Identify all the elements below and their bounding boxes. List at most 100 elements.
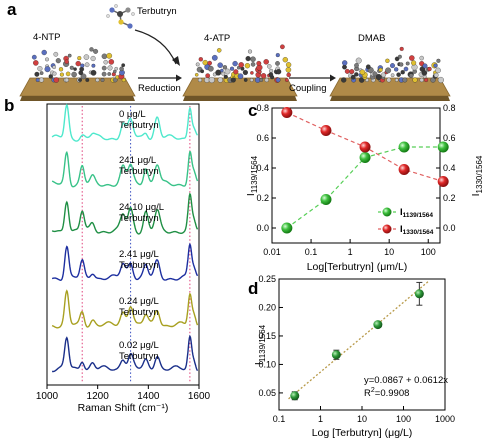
atom bbox=[342, 64, 347, 70]
atom bbox=[421, 70, 428, 76]
series-lines bbox=[286, 111, 444, 229]
atom bbox=[45, 57, 49, 62]
atom bbox=[412, 77, 418, 83]
spectrum-line bbox=[51, 242, 199, 282]
atom bbox=[33, 60, 39, 66]
linear-fit bbox=[288, 280, 429, 400]
atom bbox=[286, 72, 291, 78]
atom bbox=[107, 72, 112, 76]
atom bbox=[396, 72, 401, 77]
atom bbox=[230, 77, 236, 83]
x-tick-label: 1200 bbox=[87, 391, 110, 402]
atom bbox=[264, 77, 269, 83]
atom bbox=[100, 78, 105, 82]
atom bbox=[263, 59, 269, 65]
atom bbox=[80, 63, 85, 68]
substrate-dmab-edge bbox=[330, 96, 450, 101]
atom bbox=[269, 68, 274, 73]
atom bbox=[119, 66, 124, 72]
data-point-series-2 bbox=[281, 107, 293, 118]
atom bbox=[101, 65, 107, 71]
spectra bbox=[51, 103, 199, 373]
x-tick-label: 0.1 bbox=[273, 414, 286, 424]
data-point-series-1 bbox=[437, 141, 449, 153]
atom bbox=[433, 63, 438, 68]
atom bbox=[55, 58, 61, 64]
atom bbox=[75, 60, 81, 67]
atom bbox=[84, 62, 90, 68]
atom bbox=[224, 68, 231, 75]
data-point-series-1 bbox=[359, 152, 371, 163]
atom bbox=[114, 66, 118, 71]
atom bbox=[349, 69, 355, 75]
terbutryn-label: Terbutryn bbox=[137, 6, 177, 17]
atom bbox=[378, 67, 383, 72]
fit-equation: y=0.0867 + 0.0612x bbox=[364, 375, 448, 386]
spectrum-label: 241 μg/L bbox=[119, 155, 156, 166]
atom bbox=[223, 74, 228, 79]
atom bbox=[58, 67, 64, 72]
panel-c-y-right-label: I1330/1564 bbox=[470, 155, 484, 196]
panel-d-y-label: I1139/1564 bbox=[253, 324, 267, 365]
atom bbox=[244, 63, 251, 69]
atom bbox=[267, 64, 272, 69]
atom bbox=[259, 78, 264, 82]
atom bbox=[394, 78, 399, 82]
atom bbox=[232, 60, 238, 67]
coupling-label: Coupling bbox=[289, 83, 327, 94]
fit-r-squared: R2=0.9908 bbox=[364, 387, 409, 399]
label-4atp: 4-ATP bbox=[204, 33, 230, 44]
atom bbox=[403, 66, 409, 72]
atom bbox=[372, 71, 378, 77]
atom bbox=[93, 48, 99, 54]
data-point bbox=[290, 391, 300, 401]
x-tick-label: 1000 bbox=[435, 414, 455, 424]
atom bbox=[400, 70, 405, 75]
panel-d: d 0.1 1 10 100 1000 0.05 0.10 0.15 0.20 0.25 y=0.… bbox=[248, 274, 455, 439]
atom bbox=[341, 77, 347, 83]
atom bbox=[390, 63, 395, 69]
reagent-arrowhead bbox=[172, 56, 180, 66]
legend-red-marker bbox=[382, 224, 392, 234]
panel-a-label: a bbox=[7, 0, 17, 19]
atom bbox=[354, 63, 359, 68]
atom bbox=[112, 77, 118, 83]
atom bbox=[211, 54, 218, 61]
y-left-tick-label: 0.6 bbox=[256, 133, 269, 143]
spectrum-label: 0.24 μg/L bbox=[119, 296, 159, 307]
x-axis-label: Raman Shift (cm⁻¹) bbox=[78, 402, 169, 414]
panel-d-x-label: Log [Terbutryn] (μg/L) bbox=[312, 427, 413, 439]
molecules-4atp bbox=[194, 44, 292, 84]
atom bbox=[394, 67, 399, 72]
atom bbox=[354, 72, 359, 77]
data-point-series-2 bbox=[437, 176, 449, 187]
atom bbox=[39, 77, 44, 83]
panel-c-label: c bbox=[248, 101, 257, 120]
atom bbox=[260, 73, 267, 79]
atom bbox=[198, 57, 203, 62]
atom bbox=[69, 65, 74, 70]
molecules-4ntp bbox=[31, 47, 126, 83]
data-point-series-1 bbox=[281, 222, 293, 234]
substrate-4atp-edge bbox=[183, 96, 297, 101]
molecules-dmab bbox=[341, 46, 444, 84]
y-left-tick-label: 0.0 bbox=[256, 223, 269, 233]
x-tick-label: 100 bbox=[396, 414, 411, 424]
label-4ntp: 4-NTP bbox=[33, 32, 60, 43]
x-tick-label: 1400 bbox=[137, 391, 160, 402]
atom bbox=[83, 54, 90, 60]
atom bbox=[106, 52, 113, 59]
atom bbox=[285, 62, 292, 68]
reduction-arrowhead bbox=[176, 74, 182, 82]
legend-green-marker bbox=[382, 207, 392, 217]
atom bbox=[409, 55, 415, 61]
atom bbox=[31, 54, 37, 60]
x-tick-label: 0.1 bbox=[305, 247, 318, 257]
atom bbox=[44, 66, 51, 73]
atom bbox=[204, 77, 210, 83]
atom bbox=[285, 67, 292, 73]
atom bbox=[200, 69, 205, 74]
atom bbox=[419, 55, 424, 61]
